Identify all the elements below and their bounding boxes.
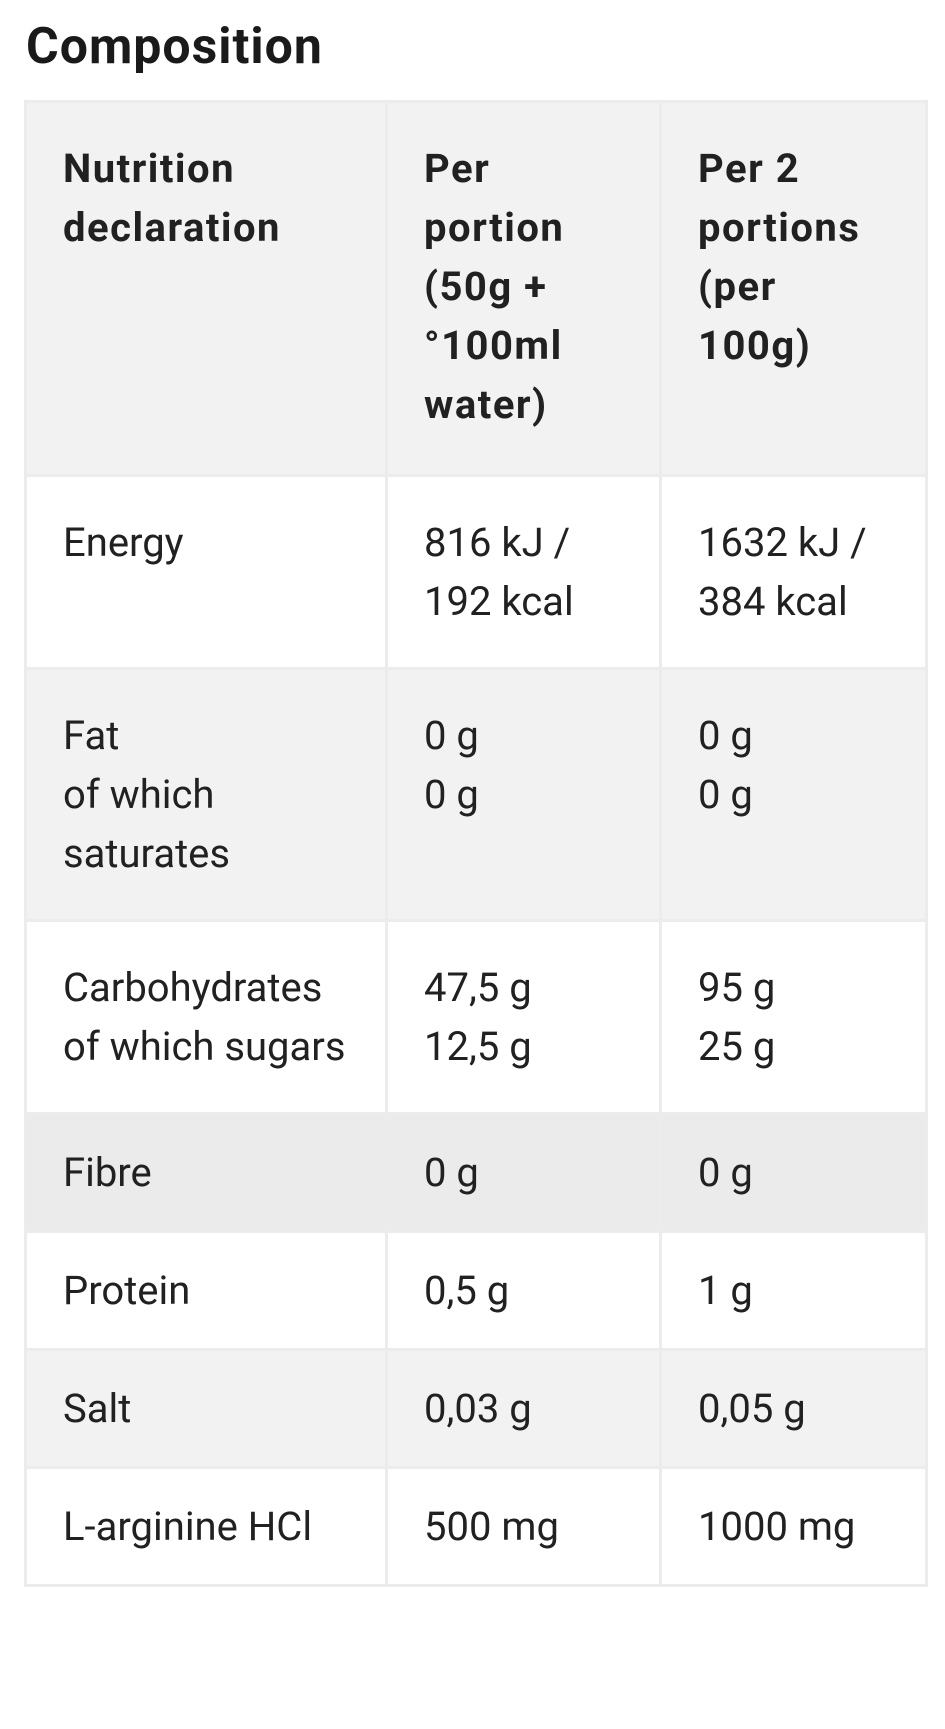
cell-line: of which sugars [63, 1023, 346, 1070]
cell-line: 47,5 g [424, 964, 532, 1011]
value-cell: 0,5 g [385, 1230, 662, 1351]
table-row: Salt 0,03 g 0,05 g [24, 1348, 928, 1469]
cell-line: Energy [63, 519, 184, 566]
value-cell: 1 g [659, 1230, 928, 1351]
cell-line: L-arginine HCl [63, 1503, 313, 1550]
value-cell: 500 mg [385, 1466, 662, 1587]
table-row: L-arginine HCl 500 mg 1000 mg [24, 1466, 928, 1587]
cell-line: 0 g [424, 771, 479, 818]
table-row: Energy 816 kJ / 192 kcal 1632 kJ / 384 kca… [24, 474, 928, 670]
nutrient-cell: Fibre [24, 1112, 388, 1233]
cell-line: 0 g [424, 1149, 479, 1196]
value-cell: 0,05 g [659, 1348, 928, 1469]
nutrient-cell: Carbohydrates of which sugars [24, 919, 388, 1115]
section-title: Composition [26, 18, 323, 76]
cell-line: Fat [63, 712, 120, 759]
cell-line: Fibre [63, 1149, 152, 1196]
cell-line: 0 g [698, 712, 753, 759]
value-cell: 0 g [659, 1112, 928, 1233]
value-cell: 47,5 g 12,5 g [385, 919, 662, 1115]
cell-line: 816 kJ / 192 kcal [424, 519, 574, 625]
value-cell: 1000 mg [659, 1466, 928, 1587]
value-cell: 816 kJ / 192 kcal [385, 474, 662, 670]
value-cell: 0 g [385, 1112, 662, 1233]
cell-line: Protein [63, 1267, 191, 1314]
value-cell: 95 g 25 g [659, 919, 928, 1115]
cell-line: 0 g [698, 1149, 753, 1196]
value-cell: 1632 kJ / 384 kcal [659, 474, 928, 670]
header-cell: Per 2 portions (per 100g) [659, 100, 928, 477]
cell-line: of which saturates [63, 771, 231, 877]
cell-line: 95 g [698, 964, 776, 1011]
cell-line: 12,5 g [424, 1023, 532, 1070]
cell-line: 1632 kJ / 384 kcal [698, 519, 867, 625]
nutrition-table: Nutrition declaration Per portion (50g + … [24, 100, 928, 1587]
cell-line: 1 g [698, 1267, 753, 1314]
value-cell: 0,03 g [385, 1348, 662, 1469]
cell-line: 0,5 g [424, 1267, 510, 1314]
cell-line: Per 2 portions (per 100g) [698, 145, 861, 369]
cell-line: 25 g [698, 1023, 776, 1070]
table-row: Carbohydrates of which sugars 47,5 g 12,5 g… [24, 919, 928, 1115]
cell-line: 500 mg [424, 1503, 559, 1550]
cell-line: Carbohydrates [63, 964, 323, 1011]
nutrient-cell: Energy [24, 474, 388, 670]
nutrient-cell: Protein [24, 1230, 388, 1351]
cell-line: 0 g [698, 771, 753, 818]
cell-line: 1000 mg [698, 1503, 856, 1550]
cell-line: Per portion (50g + °100ml water) [424, 145, 565, 428]
nutrient-cell: Salt [24, 1348, 388, 1469]
cell-line: 0,03 g [424, 1385, 532, 1432]
cell-line: Nutrition declaration [63, 145, 281, 251]
table-row: Fibre 0 g 0 g [24, 1112, 928, 1233]
table-row: Protein 0,5 g 1 g [24, 1230, 928, 1351]
nutrient-cell: Fat of which saturates [24, 667, 388, 922]
header-cell: Per portion (50g + °100ml water) [385, 100, 662, 477]
cell-line: Salt [63, 1385, 132, 1432]
header-cell: Nutrition declaration [24, 100, 388, 477]
nutrient-cell: L-arginine HCl [24, 1466, 388, 1587]
cell-line: 0,05 g [698, 1385, 806, 1432]
cell-line: 0 g [424, 712, 479, 759]
header-row: Nutrition declaration Per portion (50g + … [24, 100, 928, 477]
